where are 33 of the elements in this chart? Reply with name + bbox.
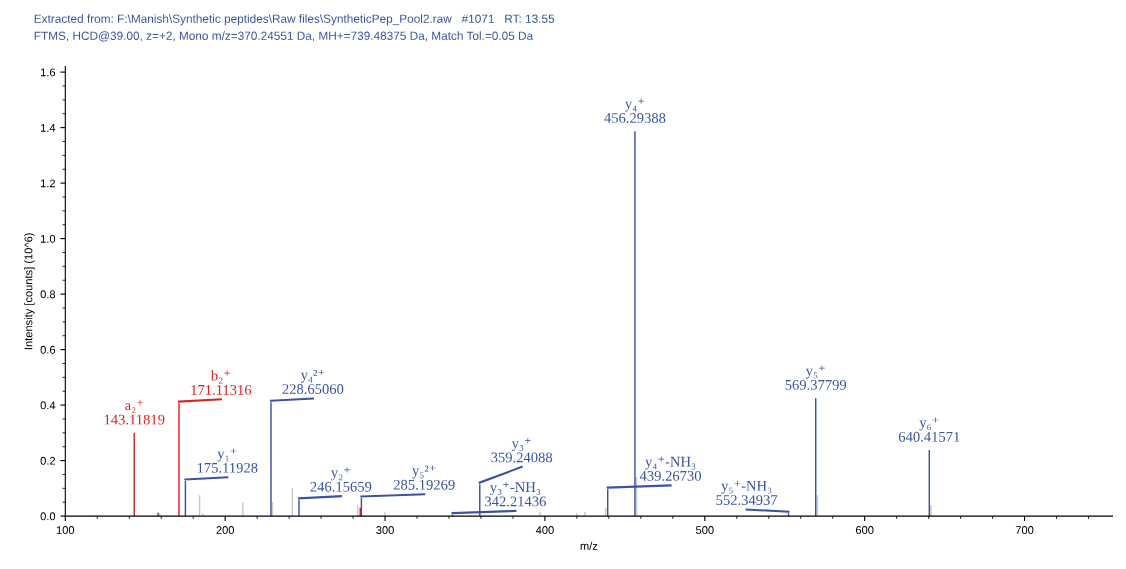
- y-tick-label: 0.8: [40, 290, 56, 299]
- annotation: y₃⁺-NH₃ 342.21436: [485, 482, 546, 507]
- x-tick-label: 300: [376, 526, 394, 534]
- y-tick-label: 1.6: [40, 68, 56, 77]
- y-axis-title: Intensity [counts] (10^6): [24, 233, 35, 350]
- annotation: y₄²⁺ 228.65060: [282, 369, 344, 395]
- annotation: y₅⁺-NH₃ 552.34937: [716, 480, 778, 506]
- chart-title: Extracted from: F:\Manish\Synthetic peptides\Raw files\SyntheticPep_Pool2.raw #1071 RT: 13.55: [34, 14, 555, 26]
- annotation: y₄⁺-NH₃ 439.26730: [639, 456, 701, 481]
- annotation: y₅²⁺ 285.19269: [393, 465, 455, 490]
- y-tick-label: 1.2: [40, 179, 56, 188]
- y-tick-label: 1.4: [40, 124, 56, 132]
- chart-subtitle: FTMS, HCD@39.00, z=+2, Mono m/z=370.24551 Da, MH+=739.48375 Da, Match Tol.=0.05 Da: [34, 31, 534, 42]
- y-tick-label: 0.0: [40, 512, 56, 521]
- annotation: y₄⁺ 456.29388: [604, 98, 666, 123]
- annotation: b₂⁺ 171.11316: [191, 370, 252, 395]
- y-tick-label: 0.2: [40, 456, 56, 465]
- x-tick-label: 500: [695, 526, 714, 534]
- x-tick-label: 600: [855, 526, 874, 534]
- x-axis-title: m/z: [580, 541, 598, 550]
- annotation: y₂⁺ 246.15659: [310, 467, 372, 492]
- annotation: a₂⁺ 143.11819: [104, 400, 165, 425]
- x-tick-label: 700: [1015, 526, 1034, 534]
- x-tick-label: 400: [535, 526, 554, 534]
- y-tick-label: 1.0: [40, 234, 56, 243]
- y-tick-label: 0.6: [40, 345, 56, 354]
- annotation: y₅⁺ 569.37799: [785, 365, 847, 390]
- annotation: y₃⁺ 359.24088: [491, 438, 553, 463]
- annotation: y₁⁺ 175.11928: [197, 448, 258, 473]
- y-tick-label: 0.4: [40, 401, 56, 410]
- x-tick-label: 100: [56, 526, 75, 534]
- annotation: y₆⁺ 640.41571: [898, 417, 960, 442]
- x-tick-label: 200: [216, 526, 235, 534]
